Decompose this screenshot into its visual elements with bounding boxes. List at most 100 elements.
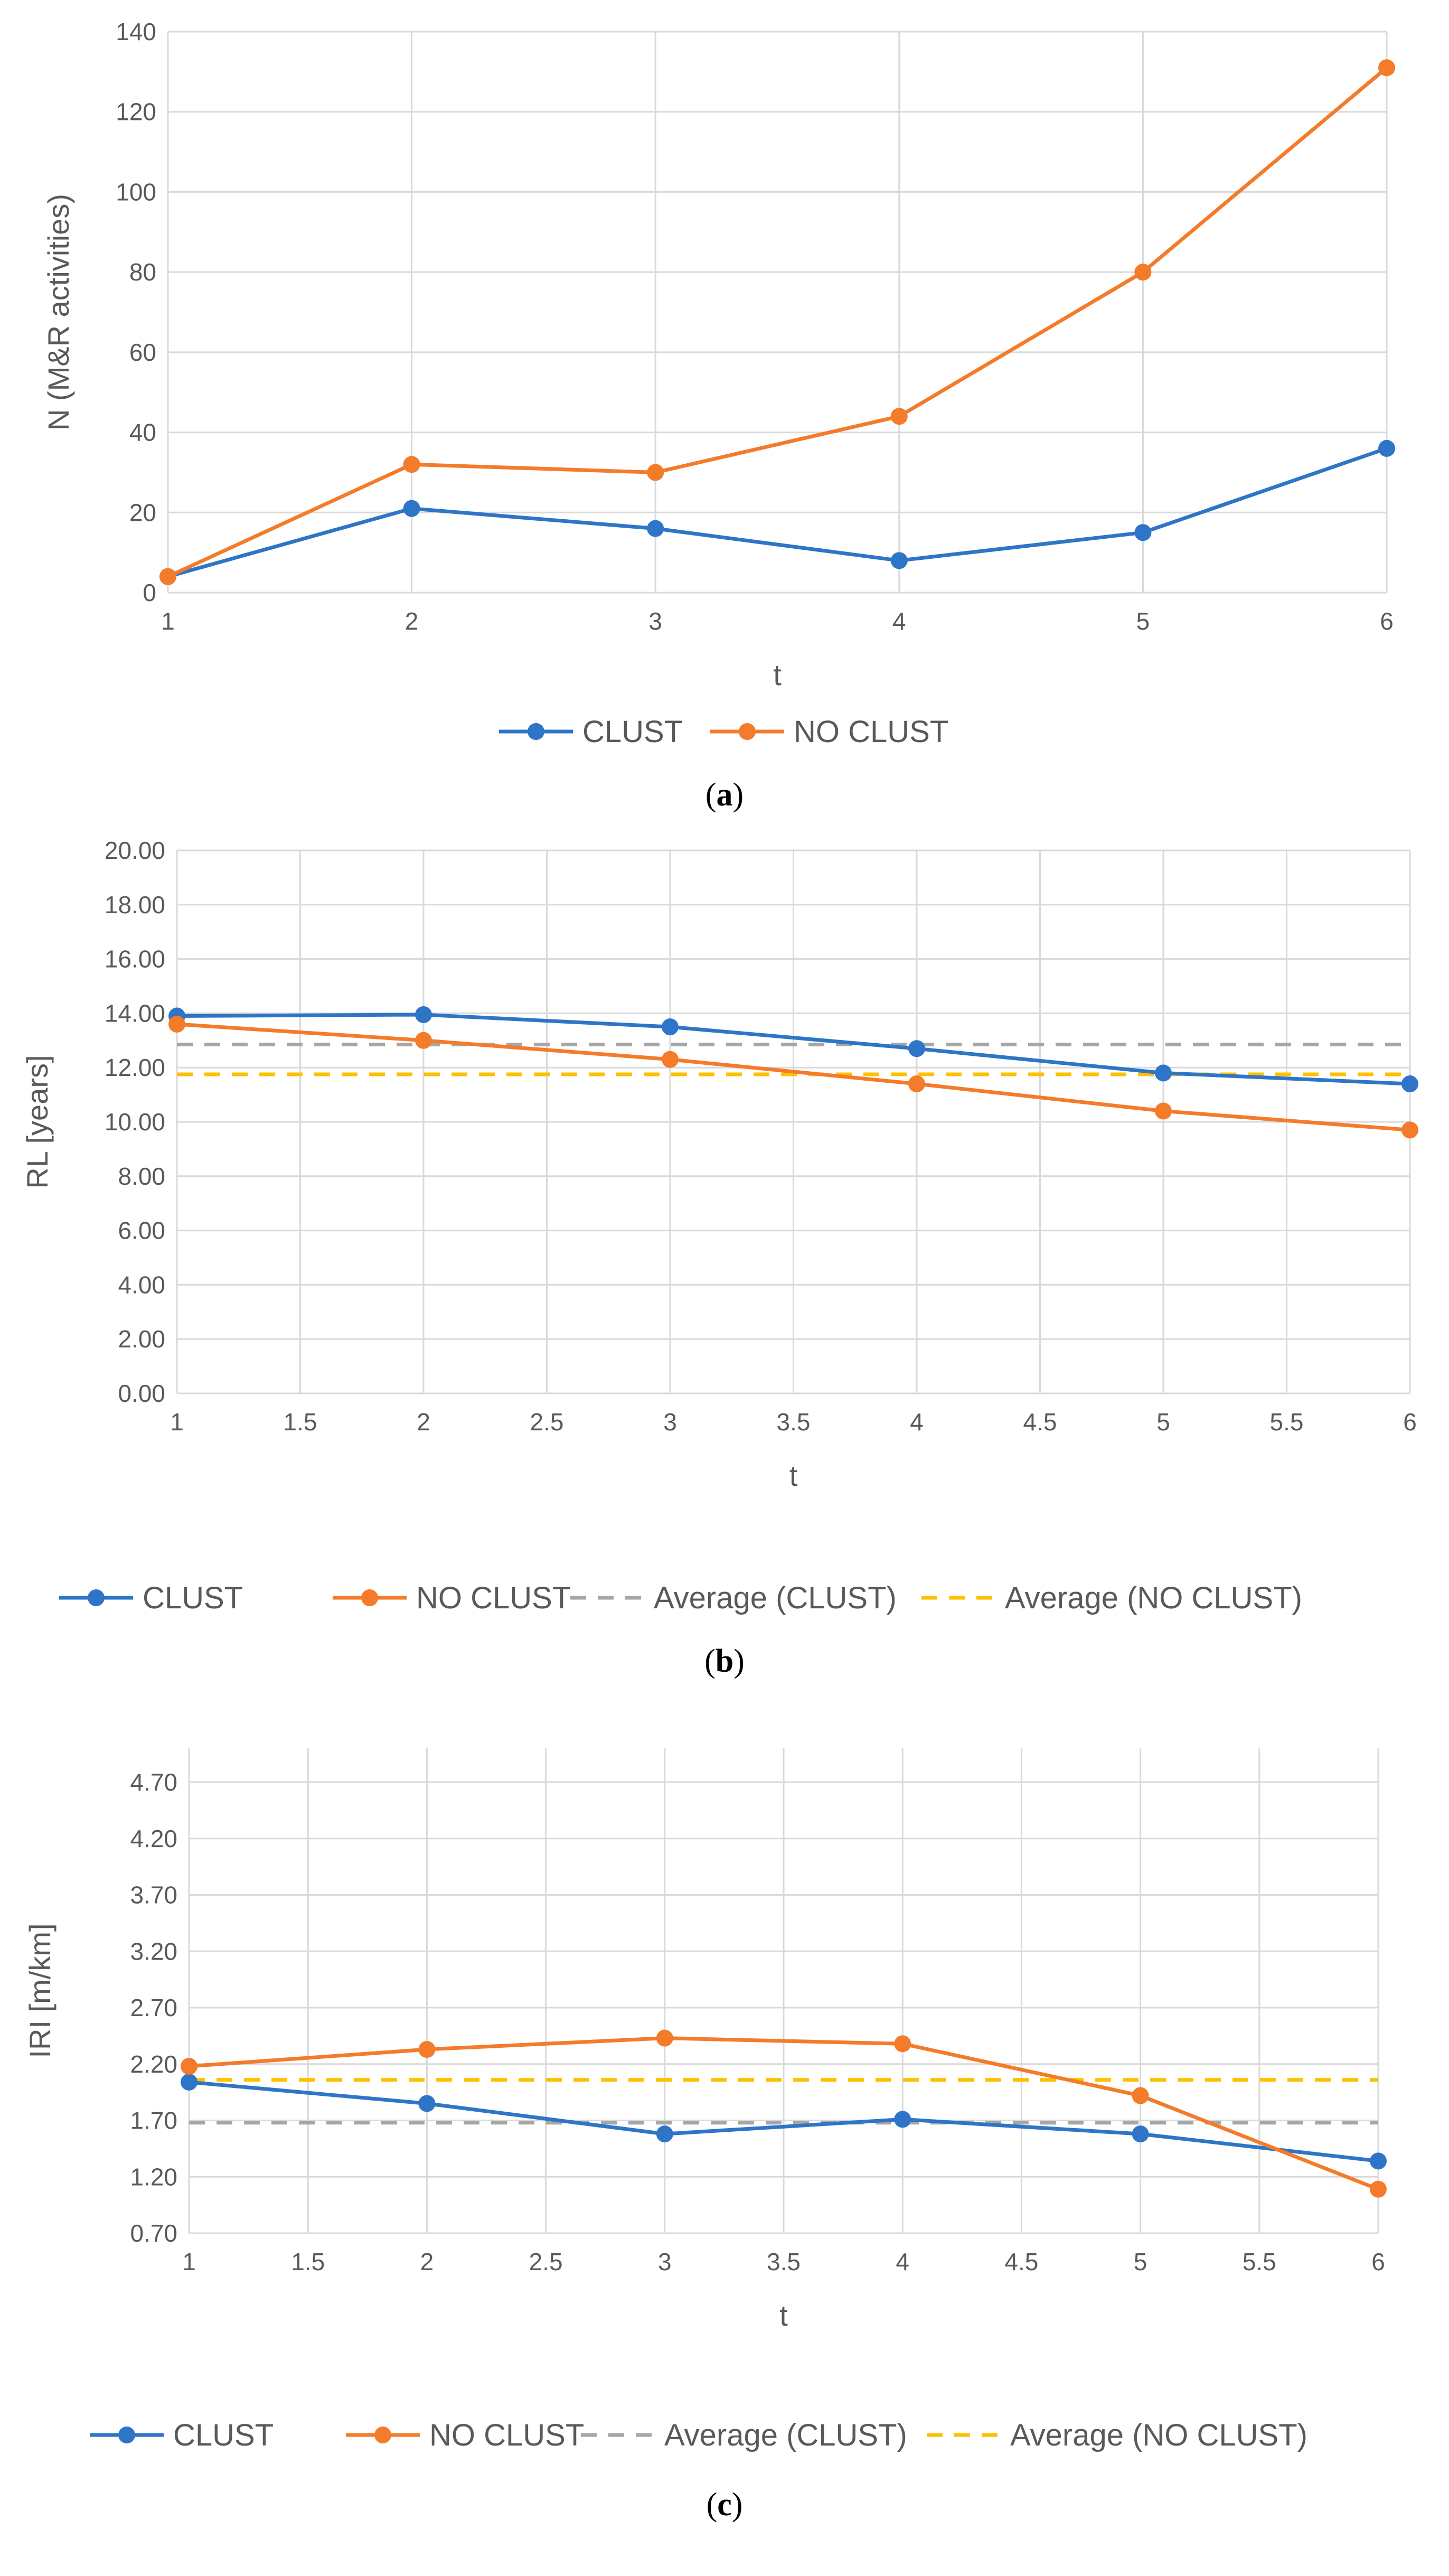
y-tick-label: 18.00: [105, 891, 165, 919]
x-tick-label: 1.5: [284, 1408, 317, 1436]
data-point-no-clust: [159, 568, 176, 585]
x-tick-label: 4: [892, 607, 906, 635]
x-tick-label: 2: [405, 607, 419, 635]
panel-label-letter: c: [717, 2487, 732, 2523]
data-point-clust: [1378, 439, 1395, 457]
x-tick-label: 5.5: [1270, 1408, 1304, 1436]
legend-item: Average (CLUST): [581, 2418, 907, 2452]
panel-label-paren: (: [705, 777, 717, 813]
series-line-clust: [167, 446, 1388, 579]
legend-marker: [88, 1589, 105, 1606]
y-tick-label: 140: [116, 18, 156, 45]
y-tick-label: 3.70: [130, 1881, 177, 1909]
data-point-no-clust: [415, 1032, 432, 1049]
legend-item: Average (CLUST): [570, 1581, 897, 1615]
x-axis-title: t: [773, 658, 782, 691]
x-tick-label: 5: [1136, 607, 1150, 635]
series-line-no-clust: [167, 66, 1388, 578]
y-tick-label: 1.20: [130, 2163, 177, 2190]
legend-item: CLUST: [90, 2418, 274, 2452]
y-tick-label: 0: [143, 579, 156, 606]
legend-marker: [739, 723, 756, 740]
legend-label: CLUST: [173, 2418, 274, 2452]
x-tick-label: 2: [417, 1408, 430, 1436]
x-tick-label: 3.5: [777, 1408, 811, 1436]
data-point-clust: [415, 1006, 432, 1023]
x-tick-label: 1.5: [291, 2248, 325, 2275]
x-tick-label: 1: [182, 2248, 196, 2275]
x-tick-label: 5: [1134, 2248, 1147, 2275]
y-tick-label: 14.00: [105, 999, 165, 1027]
x-tick-label: 3: [658, 2248, 672, 2275]
data-point-no-clust: [1132, 2087, 1149, 2104]
panel-label: (b): [704, 1643, 745, 1679]
legend-item: Average (NO CLUST): [927, 2418, 1307, 2452]
data-point-clust: [662, 1018, 679, 1036]
legend-marker: [361, 1589, 378, 1606]
x-tick-label: 6: [1371, 2248, 1385, 2275]
data-point-no-clust: [1155, 1102, 1172, 1120]
legend-item: NO CLUST: [346, 2418, 584, 2452]
y-tick-label: 3.20: [130, 1937, 177, 1965]
chart-panel-b: 0.00 2.00 4.00 6.00 8.00 10.00 12.00 14.00 16.00…: [21, 837, 1418, 1679]
data-point-clust: [1155, 1064, 1172, 1082]
data-point-no-clust: [403, 456, 420, 473]
data-point-clust: [908, 1040, 925, 1057]
data-point-no-clust: [890, 408, 908, 425]
y-tick-label: 1.70: [130, 2107, 177, 2134]
series-line-clust: [189, 2080, 1379, 2163]
data-point-clust: [418, 2095, 436, 2112]
data-point-clust: [647, 520, 664, 537]
panel-label-paren: (: [707, 2487, 718, 2523]
chart-panel-a: 0 20 40 60 80 100 120 140 1 2 3 4 5 6 t N (M&R activiti…: [42, 18, 1395, 813]
y-tick-label: 4.20: [130, 1825, 177, 1852]
x-tick-label: 3: [663, 1408, 677, 1436]
y-tick-label: 12.00: [105, 1054, 165, 1081]
y-tick-label: 10.00: [105, 1108, 165, 1136]
legend-label: CLUST: [582, 715, 683, 749]
x-tick-label: 2: [420, 2248, 434, 2275]
y-tick-label: 2.00: [118, 1325, 165, 1353]
x-tick-label: 6: [1403, 1408, 1417, 1436]
y-tick-label: 6.00: [118, 1217, 165, 1244]
x-tick-label: 4.5: [1004, 2248, 1038, 2275]
x-tick-label: 4: [896, 2248, 909, 2275]
panel-label: (a): [705, 777, 744, 813]
y-axis-title: N (M&R activities): [42, 194, 75, 430]
y-axis-title: IRI [m/km]: [23, 1923, 57, 2058]
x-tick-label: 4: [910, 1408, 924, 1436]
panel-label-paren: ): [733, 1643, 745, 1679]
data-point-no-clust: [662, 1051, 679, 1068]
y-tick-label: 4.70: [130, 1768, 177, 1796]
legend-marker: [374, 2427, 391, 2443]
legend-label: CLUST: [143, 1581, 243, 1615]
legend-label: NO CLUST: [416, 1581, 571, 1615]
data-point-no-clust: [418, 2041, 436, 2058]
data-point-no-clust: [1378, 59, 1395, 77]
x-axis-title: t: [789, 1459, 798, 1492]
data-point-clust: [1401, 1075, 1418, 1093]
y-axis-title: RL [years]: [21, 1055, 54, 1188]
data-point-clust: [1134, 524, 1152, 541]
legend-label: Average (CLUST): [664, 2418, 907, 2452]
legend-label: Average (CLUST): [654, 1581, 897, 1615]
x-axis-title: t: [779, 2299, 788, 2332]
y-tick-label: 60: [129, 339, 156, 366]
y-tick-label: 40: [129, 419, 156, 446]
y-tick-label: 20: [129, 499, 156, 526]
y-tick-label: 0.70: [130, 2219, 177, 2247]
data-point-no-clust: [168, 1015, 185, 1033]
x-tick-label: 1: [161, 607, 175, 635]
y-tick-label: 2.20: [130, 2050, 177, 2078]
x-tick-label: 5: [1156, 1408, 1170, 1436]
panel-label: (c): [707, 2487, 743, 2523]
data-point-clust: [890, 552, 908, 569]
legend-item: NO CLUST: [710, 715, 948, 749]
legend-marker: [118, 2427, 135, 2443]
y-tick-label: 0.00: [118, 1380, 165, 1407]
x-tick-label: 3.5: [767, 2248, 801, 2275]
data-point-clust: [1370, 2152, 1387, 2170]
x-tick-label: 5.5: [1243, 2248, 1276, 2275]
data-point-no-clust: [1370, 2180, 1387, 2198]
y-tick-label: 16.00: [105, 945, 165, 973]
